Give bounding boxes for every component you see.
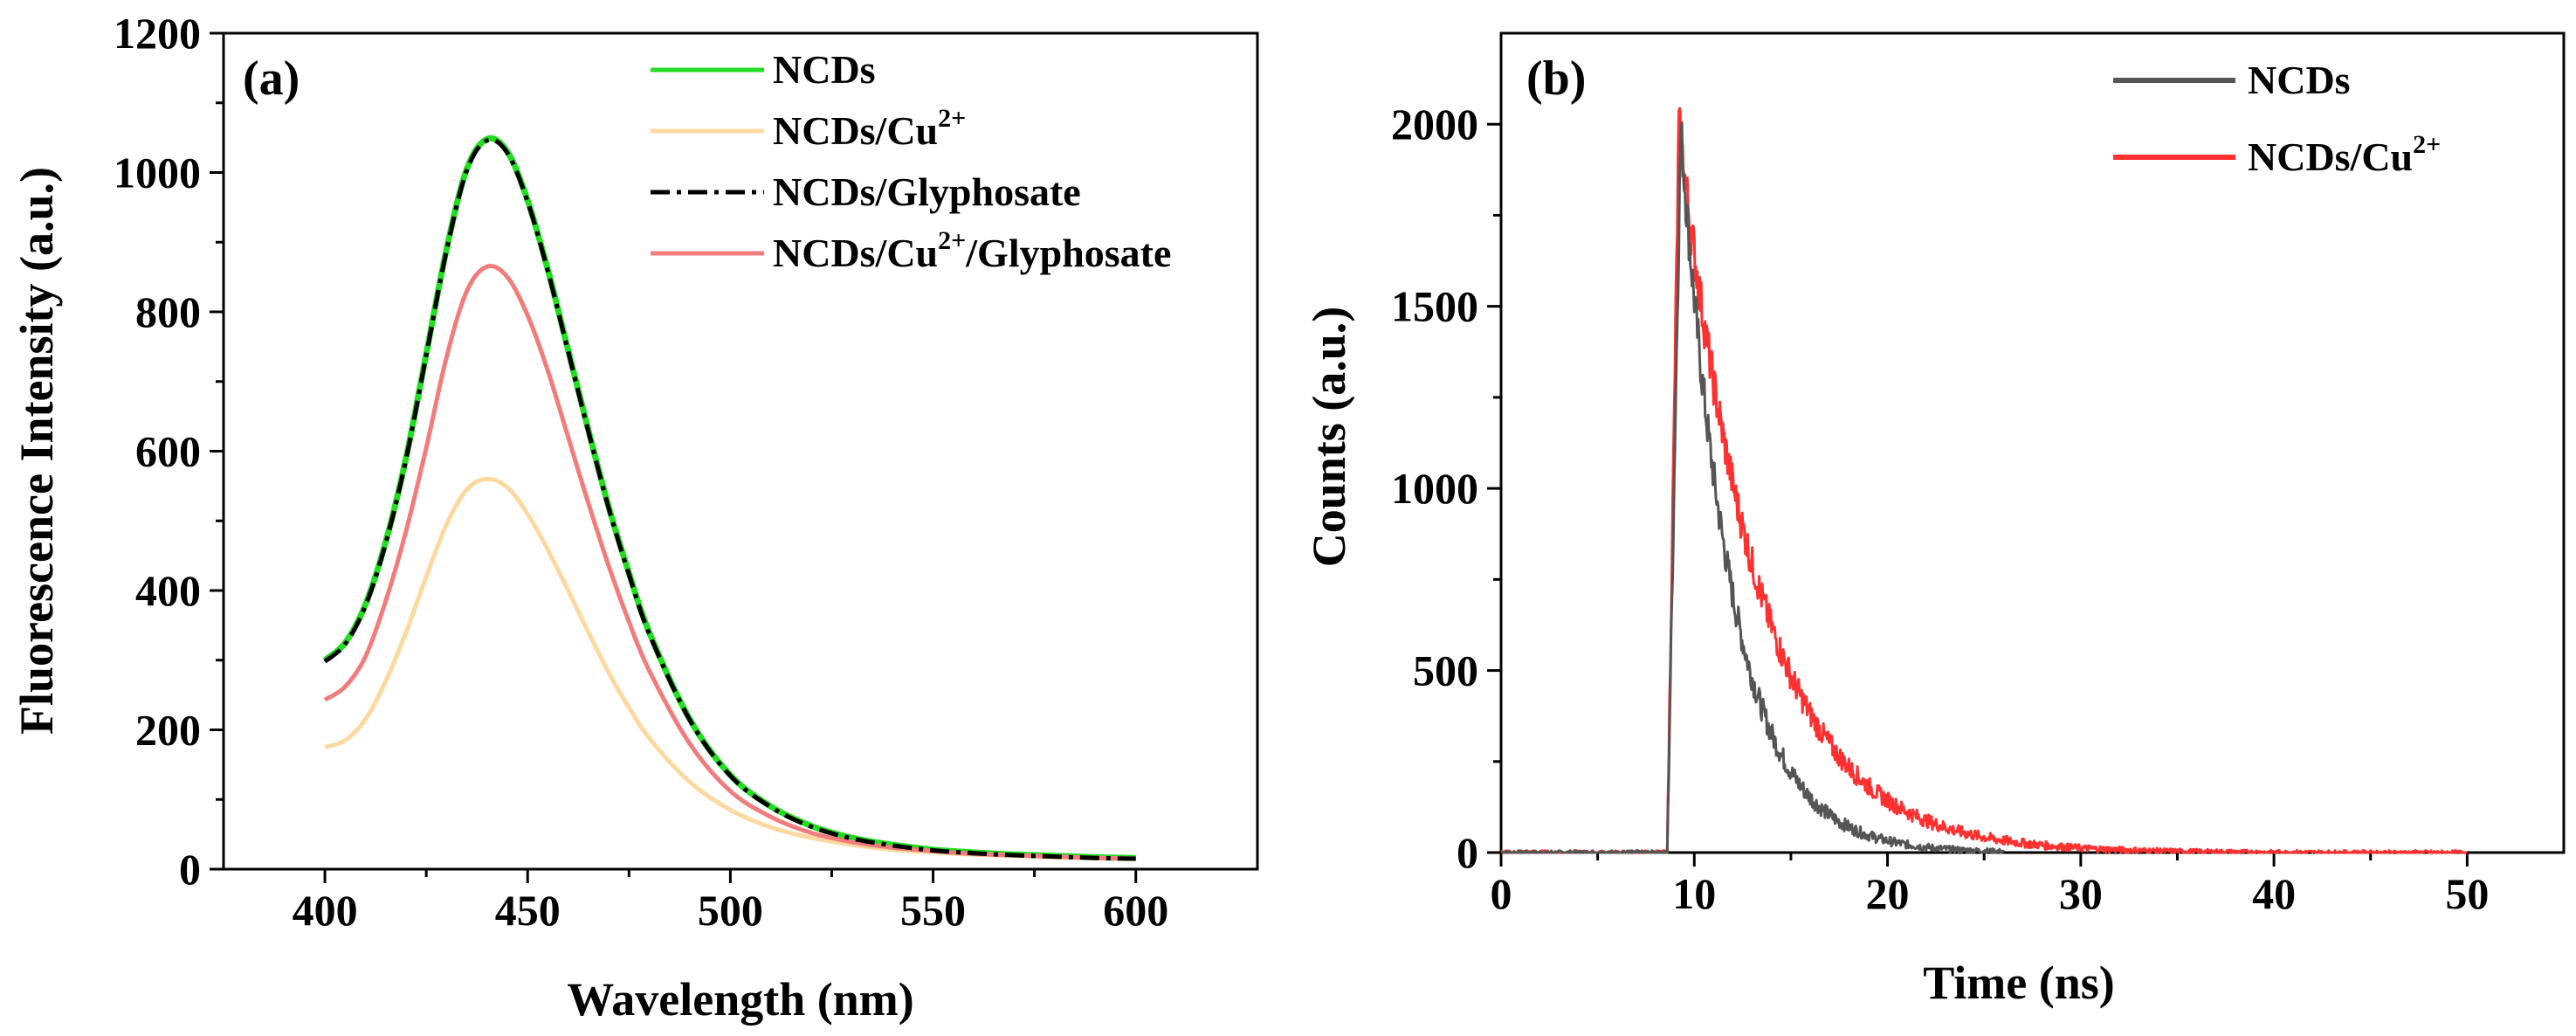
- y-tick-label: 0: [179, 845, 201, 894]
- series-line-1: [1500, 107, 2468, 854]
- panel-a-label: (a): [243, 52, 300, 106]
- x-tick-label: 40: [2252, 869, 2296, 918]
- legend-label-1: NCDs/Cu2+: [2248, 130, 2441, 179]
- legend-label-base: NCDs/Cu: [773, 108, 938, 153]
- x-tick-label: 50: [2445, 869, 2489, 918]
- x-tick-label: 450: [495, 886, 561, 935]
- legend-label-sup: 2+: [938, 226, 966, 255]
- panel-a-series: [322, 135, 1136, 861]
- y-tick-label: 800: [135, 287, 201, 336]
- panel-a-legend: NCDsNCDs/Cu2+NCDs/GlyphosateNCDs/Cu2+/Gl…: [651, 47, 1171, 275]
- x-tick-label: 400: [293, 886, 358, 935]
- y-tick-label: 1000: [114, 148, 201, 197]
- panel-a-y-axis-title: Fluorescence Intensity (a.u.): [10, 167, 63, 735]
- panel-a-x-axis-title: Wavelength (nm): [567, 973, 914, 1026]
- legend-label-2: NCDs/Glyphosate: [773, 169, 1081, 214]
- y-tick-label: 600: [135, 427, 201, 476]
- panel-a-chart: (a) 400 450 500 550 600 0 200 400 600 800 1000 1200…: [10, 9, 1259, 1026]
- panel-b-series: [1500, 107, 2468, 854]
- panel-b-legend: NCDs NCDs/Cu2+: [2113, 58, 2441, 179]
- legend-label-1: NCDs/Cu2+: [773, 104, 966, 153]
- legend-label-tail: /Glyphosate: [965, 231, 1171, 275]
- panel-b-y-axis-title: Counts (a.u.): [1303, 307, 1355, 568]
- series-line-3: [323, 264, 1136, 861]
- panel-b-plot-frame: [1499, 31, 2566, 854]
- y-tick-label: 500: [1413, 646, 1478, 695]
- legend-label-sup: 2+: [2413, 130, 2441, 159]
- x-tick-label: 30: [2059, 869, 2103, 918]
- series-line-0: [1500, 121, 2005, 854]
- legend-label-3: NCDs/Cu2+/Glyphosate: [773, 226, 1171, 275]
- legend-label-sup: 2+: [938, 104, 966, 133]
- series-line-1: [324, 476, 1136, 861]
- x-tick-label: 10: [1672, 869, 1716, 918]
- x-tick-label: 550: [900, 886, 966, 935]
- x-tick-label: 500: [698, 886, 763, 935]
- y-tick-label: 1200: [114, 9, 201, 58]
- legend-label-name: NCDs: [773, 47, 876, 92]
- y-tick-label: 2000: [1391, 100, 1478, 148]
- panel-a-ticks: 400 450 500 550 600 0 200 400 600 800 1000 1200: [114, 9, 1168, 935]
- legend-label-name: NCDs: [2248, 58, 2351, 102]
- x-tick-label: 0: [1491, 869, 1512, 918]
- legend-label-name: NCDs/Glyphosate: [773, 169, 1081, 214]
- legend-label-0: NCDs: [773, 47, 876, 92]
- y-tick-label: 400: [135, 566, 201, 615]
- legend-label-0: NCDs: [2248, 58, 2351, 102]
- x-tick-label: 20: [1866, 869, 1910, 918]
- legend-label-base: NCDs/Cu: [773, 231, 938, 275]
- y-tick-label: 1500: [1391, 282, 1478, 331]
- y-tick-label: 0: [1457, 828, 1478, 877]
- panel-b-x-axis-title: Time (ns): [1923, 957, 2115, 1009]
- y-tick-label: 1000: [1391, 464, 1478, 513]
- legend-label-base: NCDs/Cu: [2248, 135, 2413, 179]
- y-tick-label: 200: [135, 706, 201, 755]
- series-line-2: [323, 137, 1136, 861]
- panel-a-plot-frame: [222, 31, 1259, 871]
- x-tick-label: 600: [1103, 886, 1168, 935]
- panel-b-label: (b): [1526, 52, 1586, 106]
